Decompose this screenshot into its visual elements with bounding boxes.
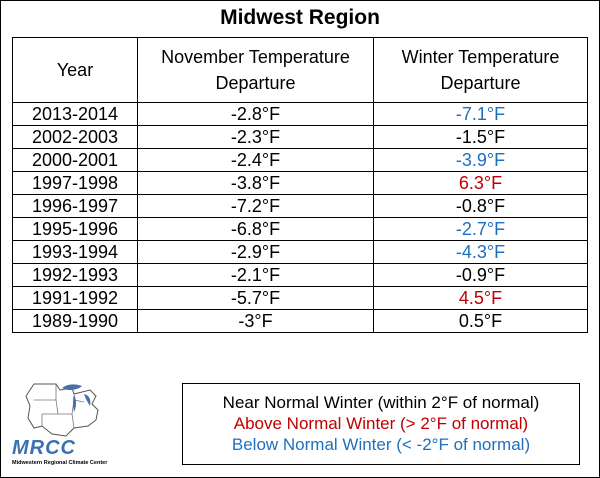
legend-above: Above Normal Winter (> 2°F of normal) <box>233 414 529 433</box>
winter-cell: -3.9°F <box>373 148 588 172</box>
midwest-map-icon <box>25 383 99 437</box>
legend-near: Near Normal Winter (within 2°F of normal… <box>222 393 540 412</box>
year-cell: 2002-2003 <box>12 125 138 149</box>
winter-cell: -2.7°F <box>373 217 588 241</box>
legend-box: Near Normal Winter (within 2°F of normal… <box>182 383 580 465</box>
winter-cell: -0.9°F <box>373 263 588 287</box>
column-header-winter-text: Winter Temperature Departure <box>401 47 560 93</box>
november-cell: -2.1°F <box>137 263 374 287</box>
year-cell: 1995-1996 <box>12 217 138 241</box>
winter-cell: -7.1°F <box>373 102 588 126</box>
header-row: Year November Temperature Departure Wint… <box>12 37 588 103</box>
november-cell: -3°F <box>137 309 374 333</box>
year-cell: 1992-1993 <box>12 263 138 287</box>
winter-cell: 4.5°F <box>373 286 588 310</box>
year-cell: 2013-2014 <box>12 102 138 126</box>
table-row: 2000-2001 -2.4°F -3.9°F <box>12 148 588 172</box>
column-header-november: November Temperature Departure <box>137 37 374 103</box>
year-cell: 1989-1990 <box>12 309 138 333</box>
table-row: 1989-1990 -3°F 0.5°F <box>12 309 588 333</box>
table-row: 1991-1992 -5.7°F 4.5°F <box>12 286 588 310</box>
column-header-year: Year <box>12 37 138 103</box>
november-cell: -6.8°F <box>137 217 374 241</box>
data-table: Year November Temperature Departure Wint… <box>12 37 588 333</box>
november-cell: -3.8°F <box>137 171 374 195</box>
column-header-november-text: November Temperature Departure <box>161 47 350 93</box>
november-cell: -7.2°F <box>137 194 374 218</box>
year-cell: 1993-1994 <box>12 240 138 264</box>
year-cell: 1997-1998 <box>12 171 138 195</box>
table-row: 1997-1998 -3.8°F 6.3°F <box>12 171 588 195</box>
november-cell: -2.9°F <box>137 240 374 264</box>
mrcc-logo <box>12 380 132 470</box>
table-row: 1995-1996 -6.8°F -2.7°F <box>12 217 588 241</box>
winter-cell: 0.5°F <box>373 309 588 333</box>
november-cell: -2.4°F <box>137 148 374 172</box>
legend-below: Below Normal Winter (< -2°F of normal) <box>231 435 531 454</box>
table-row: 2002-2003 -2.3°F -1.5°F <box>12 125 588 149</box>
year-cell: 2000-2001 <box>12 148 138 172</box>
logo-subtitle: Midwestern Regional Climate Center <box>12 460 108 466</box>
winter-cell: -1.5°F <box>373 125 588 149</box>
year-cell: 1991-1992 <box>12 286 138 310</box>
table-row: 1992-1993 -2.1°F -0.9°F <box>12 263 588 287</box>
winter-cell: -4.3°F <box>373 240 588 264</box>
table-body: 2013-2014 -2.8°F -7.1°F 2002-2003 -2.3°F -1.5… <box>12 102 588 333</box>
november-cell: -2.8°F <box>137 102 374 126</box>
table-row: 2013-2014 -2.8°F -7.1°F <box>12 102 588 126</box>
november-cell: -5.7°F <box>137 286 374 310</box>
winter-cell: 6.3°F <box>373 171 588 195</box>
november-cell: -2.3°F <box>137 125 374 149</box>
table-row: 1996-1997 -7.2°F -0.8°F <box>12 194 588 218</box>
logo-text: MRCC <box>12 437 76 459</box>
chart-title: Midwest Region <box>220 6 380 29</box>
year-cell: 1996-1997 <box>12 194 138 218</box>
table-row: 1993-1994 -2.9°F -4.3°F <box>12 240 588 264</box>
winter-cell: -0.8°F <box>373 194 588 218</box>
column-header-winter: Winter Temperature Departure <box>373 37 588 103</box>
